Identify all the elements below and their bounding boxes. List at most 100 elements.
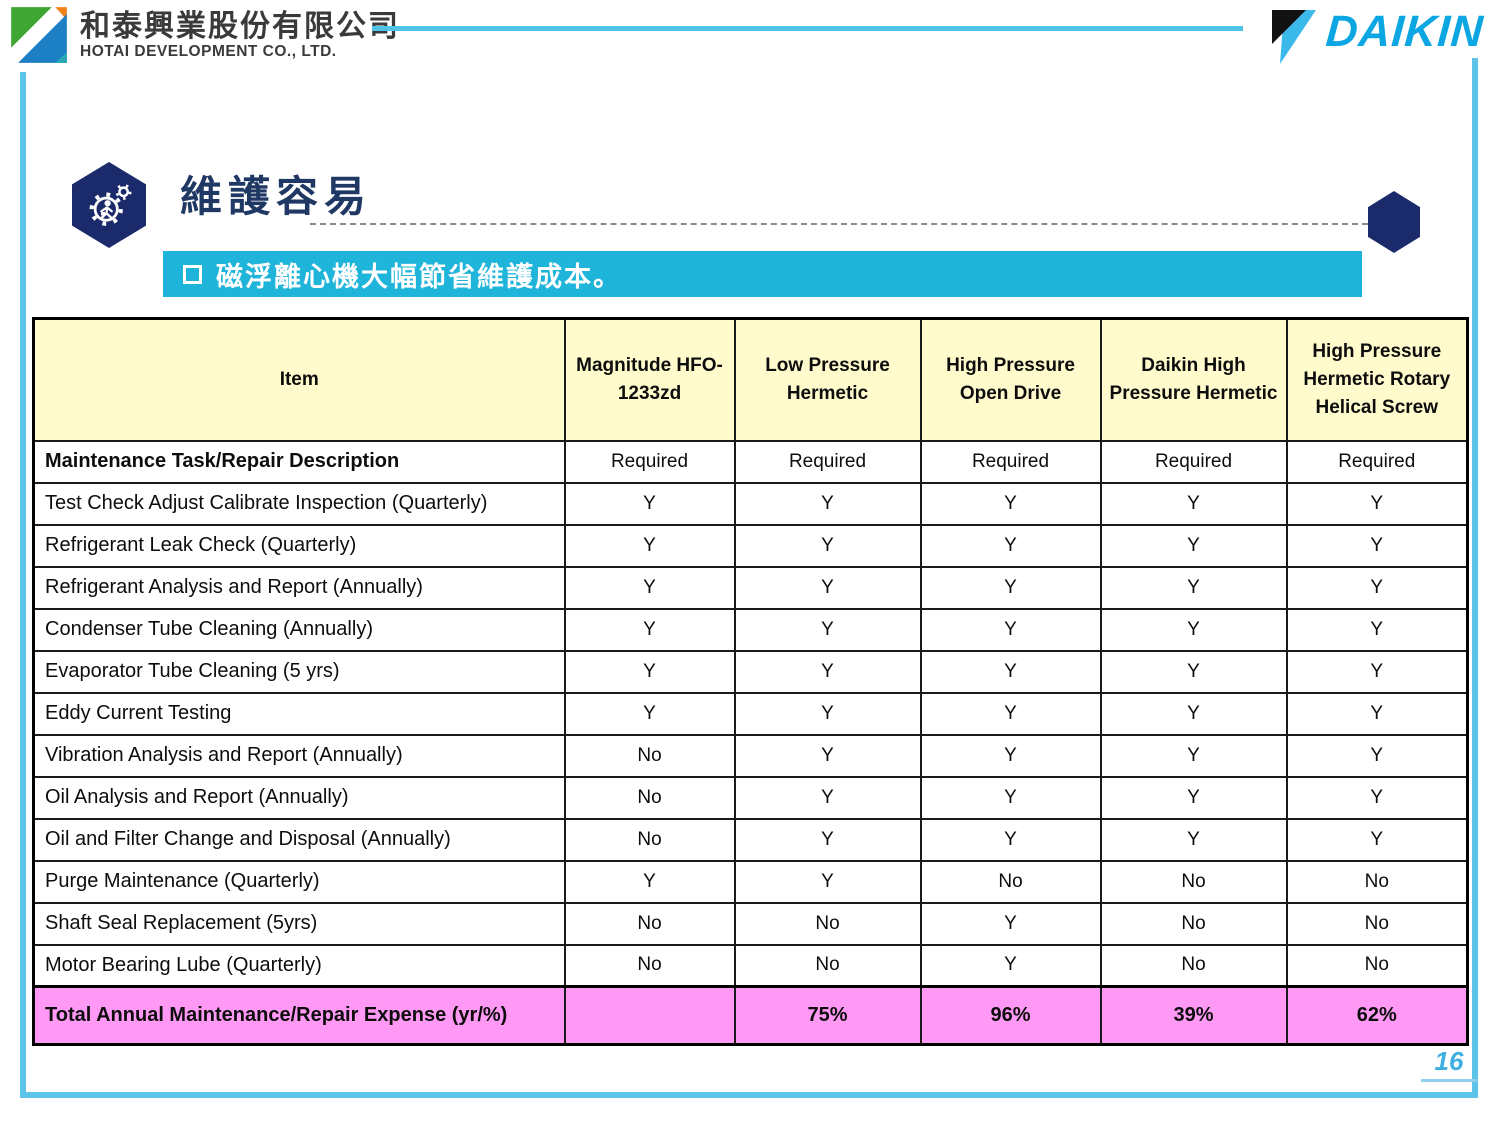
row-label-cell: Vibration Analysis and Report (Annually): [32, 733, 566, 778]
row-value-cell: Y: [563, 481, 736, 526]
row-value-cell: Y: [919, 943, 1102, 988]
row-label-cell: Shaft Seal Replacement (5yrs): [32, 901, 566, 946]
row-value-cell: Y: [733, 817, 922, 862]
row-value-cell: No: [1285, 859, 1469, 904]
row-value-cell: No: [563, 943, 736, 988]
maintenance-comparison-table: Item Magnitude HFO-1233zd Low Pressure H…: [32, 317, 1469, 1046]
row-value-cell: Y: [733, 733, 922, 778]
row-value-cell: Y: [919, 901, 1102, 946]
row-value-cell: Y: [919, 817, 1102, 862]
row-value-cell: No: [563, 733, 736, 778]
table-row: Eddy Current Testing Y Y Y Y Y: [32, 691, 1469, 736]
row-value-cell: Y: [1285, 565, 1469, 610]
row-value-cell: No: [1099, 943, 1288, 988]
row-value-cell: Y: [733, 481, 922, 526]
row-value-cell: Y: [1099, 775, 1288, 820]
table-body: Maintenance Task/Repair Description Requi…: [32, 439, 1469, 1046]
row-value-cell: Y: [733, 523, 922, 568]
hotai-logo: 和泰興業股份有限公司 HOTAI DEVELOPMENT CO., LTD.: [10, 6, 400, 64]
row-label-cell: Maintenance Task/Repair Description: [32, 439, 566, 484]
daikin-logo-icon: [1272, 10, 1317, 64]
row-value-cell: Y: [919, 733, 1102, 778]
row-value-cell: Y: [733, 775, 922, 820]
row-value-cell: Y: [563, 523, 736, 568]
square-bullet-icon: [183, 264, 202, 284]
row-value-cell: Y: [1285, 775, 1469, 820]
row-value-cell: Required: [563, 439, 736, 484]
row-value-cell: No: [733, 901, 922, 946]
row-value-cell: Y: [919, 481, 1102, 526]
row-value-cell: Y: [1285, 733, 1469, 778]
hotai-company-name: 和泰興業股份有限公司 HOTAI DEVELOPMENT CO., LTD.: [80, 10, 400, 61]
table-row: Test Check Adjust Calibrate Inspection (…: [32, 481, 1469, 526]
col-header-low-pressure-hermetic: Low Pressure Hermetic: [733, 317, 922, 442]
row-value-cell: Y: [1285, 607, 1469, 652]
title-dashed-rule: [310, 223, 1368, 225]
col-header-daikin-high-pressure-hermetic: Daikin High Pressure Hermetic: [1099, 317, 1288, 442]
col-header-high-pressure-open-drive: High Pressure Open Drive: [919, 317, 1102, 442]
row-value-cell: No: [1099, 901, 1288, 946]
row-value-cell: Y: [733, 565, 922, 610]
row-value-cell: Y: [1285, 817, 1469, 862]
row-value-cell: Y: [1099, 733, 1288, 778]
table-row: Motor Bearing Lube (Quarterly) No No Y No No: [32, 943, 1469, 988]
row-value-cell: Y: [919, 649, 1102, 694]
masthead-divider-line: [372, 26, 1243, 31]
table-header-row: Item Magnitude HFO-1233zd Low Pressure H…: [32, 317, 1469, 442]
row-label-cell: Refrigerant Leak Check (Quarterly): [32, 523, 566, 568]
row-value-cell: Y: [1099, 607, 1288, 652]
total-value-cell: 75%: [733, 985, 922, 1046]
table-row: Maintenance Task/Repair Description Requi…: [32, 439, 1469, 484]
row-label-cell: Evaporator Tube Cleaning (5 yrs): [32, 649, 566, 694]
row-label-cell: Oil and Filter Change and Disposal (Annu…: [32, 817, 566, 862]
row-value-cell: Y: [733, 859, 922, 904]
table-row: Condenser Tube Cleaning (Annually) Y Y Y Y Y: [32, 607, 1469, 652]
row-value-cell: Y: [919, 523, 1102, 568]
row-value-cell: No: [919, 859, 1102, 904]
row-value-cell: Y: [563, 607, 736, 652]
row-value-cell: No: [1099, 859, 1288, 904]
hotai-name-zh: 和泰興業股份有限公司: [80, 9, 400, 43]
row-value-cell: No: [563, 817, 736, 862]
banner-text: 磁浮離心機大幅節省維護成本。: [216, 261, 622, 292]
row-value-cell: Y: [563, 691, 736, 736]
row-label-cell: Purge Maintenance (Quarterly): [32, 859, 566, 904]
total-value-cell: 96%: [919, 985, 1102, 1046]
row-value-cell: Y: [1285, 649, 1469, 694]
row-label-cell: Refrigerant Analysis and Report (Annuall…: [32, 565, 566, 610]
total-value-cell: 39%: [1099, 985, 1288, 1046]
table-row: Shaft Seal Replacement (5yrs) No No Y No No: [32, 901, 1469, 946]
table-row: Vibration Analysis and Report (Annually)…: [32, 733, 1469, 778]
row-value-cell: Y: [733, 649, 922, 694]
row-value-cell: No: [563, 901, 736, 946]
row-value-cell: Y: [919, 775, 1102, 820]
row-value-cell: Y: [1099, 649, 1288, 694]
row-value-cell: Y: [1285, 691, 1469, 736]
table-row: Purge Maintenance (Quarterly) Y Y No No No: [32, 859, 1469, 904]
row-value-cell: Y: [1099, 691, 1288, 736]
col-header-magnitude: Magnitude HFO-1233zd: [563, 317, 736, 442]
table-row: Evaporator Tube Cleaning (5 yrs) Y Y Y Y Y: [32, 649, 1469, 694]
row-value-cell: No: [1285, 943, 1469, 988]
row-value-cell: Y: [1099, 481, 1288, 526]
row-value-cell: Y: [919, 607, 1102, 652]
row-value-cell: Y: [1099, 523, 1288, 568]
row-value-cell: Required: [1285, 439, 1469, 484]
col-header-item: Item: [32, 317, 566, 442]
col-header-rotary-helical-screw: High Pressure Hermetic Rotary Helical Sc…: [1285, 317, 1469, 442]
row-label-cell: Motor Bearing Lube (Quarterly): [32, 943, 566, 988]
row-value-cell: No: [733, 943, 922, 988]
page-number: 16: [1421, 1046, 1477, 1082]
table-row: Refrigerant Leak Check (Quarterly) Y Y Y Y Y: [32, 523, 1469, 568]
hotai-logo-icon: [11, 7, 67, 63]
hotai-name-en: HOTAI DEVELOPMENT CO., LTD.: [80, 42, 337, 60]
masthead: 和泰興業股份有限公司 HOTAI DEVELOPMENT CO., LTD. D…: [0, 0, 1500, 90]
row-value-cell: Y: [1285, 481, 1469, 526]
row-value-cell: Y: [563, 649, 736, 694]
row-value-cell: Y: [919, 565, 1102, 610]
row-label-cell: Condenser Tube Cleaning (Annually): [32, 607, 566, 652]
row-value-cell: No: [1285, 901, 1469, 946]
row-value-cell: Required: [919, 439, 1102, 484]
table-row: Oil Analysis and Report (Annually) No Y Y Y Y: [32, 775, 1469, 820]
total-expense-row: Total Annual Maintenance/Repair Expense …: [32, 985, 1469, 1046]
